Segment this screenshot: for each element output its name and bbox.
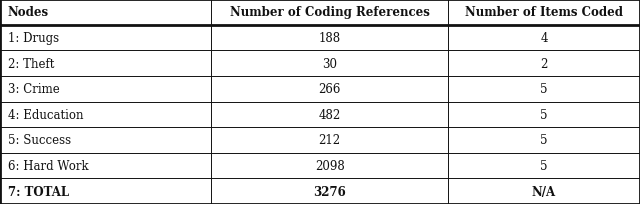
Text: 3276: 3276 xyxy=(313,185,346,198)
Text: 5: 5 xyxy=(540,108,548,121)
Text: 1: Drugs: 1: Drugs xyxy=(8,32,59,45)
Text: 5: 5 xyxy=(540,159,548,172)
Text: 30: 30 xyxy=(322,57,337,70)
Text: Number of Coding References: Number of Coding References xyxy=(230,6,429,19)
Text: 212: 212 xyxy=(319,134,340,147)
Text: 2098: 2098 xyxy=(315,159,344,172)
Text: 266: 266 xyxy=(319,83,340,96)
Text: Nodes: Nodes xyxy=(8,6,49,19)
Text: 4: Education: 4: Education xyxy=(8,108,83,121)
Text: 5: 5 xyxy=(540,83,548,96)
Text: 3: Crime: 3: Crime xyxy=(8,83,60,96)
Text: 2: Theft: 2: Theft xyxy=(8,57,54,70)
Text: N/A: N/A xyxy=(532,185,556,198)
Text: Number of Items Coded: Number of Items Coded xyxy=(465,6,623,19)
Text: 4: 4 xyxy=(540,32,548,45)
Text: 188: 188 xyxy=(319,32,340,45)
Text: 2: 2 xyxy=(540,57,548,70)
Text: 5: 5 xyxy=(540,134,548,147)
Text: 6: Hard Work: 6: Hard Work xyxy=(8,159,88,172)
Text: 5: Success: 5: Success xyxy=(8,134,71,147)
Text: 482: 482 xyxy=(319,108,340,121)
Text: 7: TOTAL: 7: TOTAL xyxy=(8,185,69,198)
